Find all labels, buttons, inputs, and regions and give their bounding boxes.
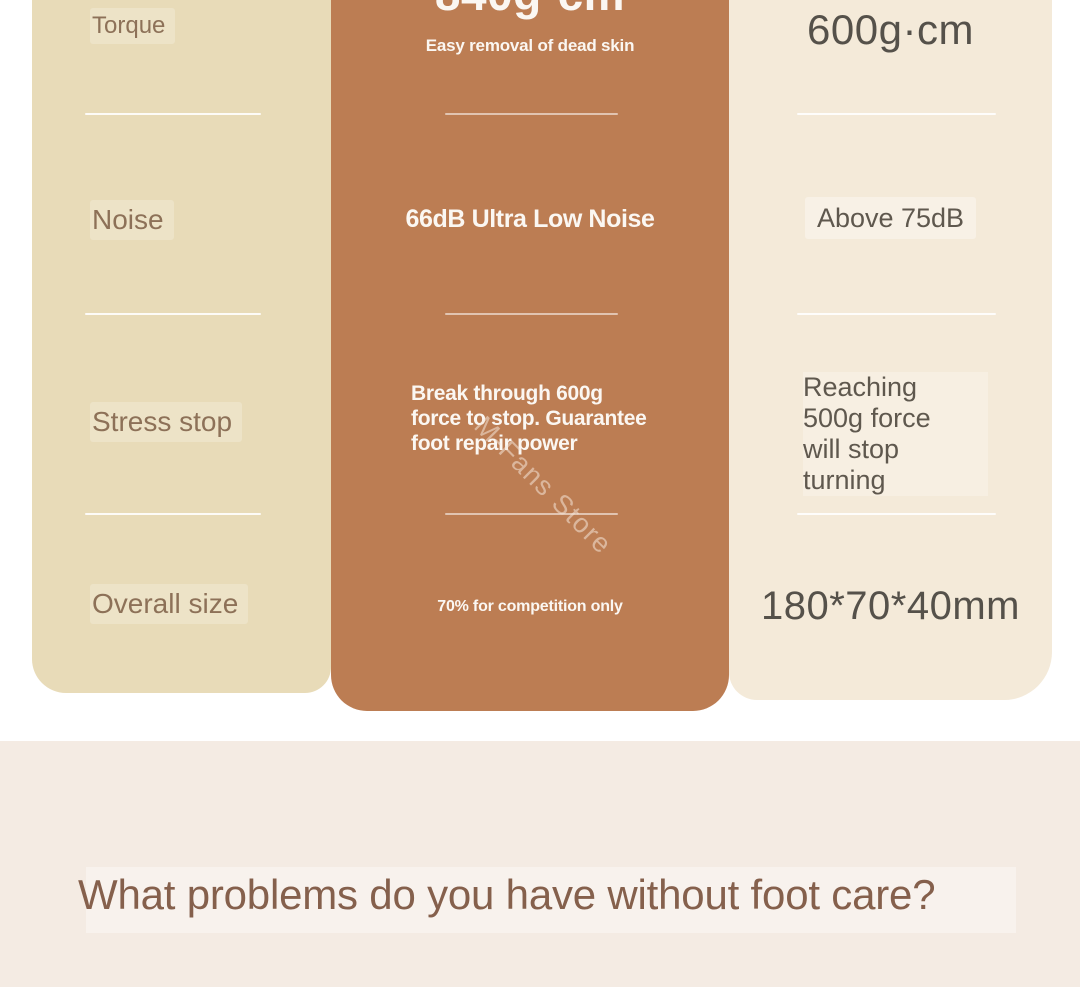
- competitor-torque-value: 600g·cm: [807, 6, 974, 53]
- divider: [797, 513, 996, 515]
- divider: [445, 113, 618, 115]
- competitor-noise-value: Above 75dB: [729, 197, 1052, 239]
- comparison-table: Torque Noise Stress stop Overall size 84…: [32, 0, 1052, 711]
- competitor-stress-line: Reaching: [803, 372, 918, 402]
- product-noise-value: 66dB Ultra Low Noise: [405, 205, 655, 233]
- competitor-stress-stop-value: Reaching 500g force will stop turning: [803, 372, 988, 496]
- divider: [445, 513, 618, 515]
- feature-label-stress-stop: Stress stop: [90, 402, 243, 442]
- divider: [797, 313, 996, 315]
- divider: [85, 113, 261, 115]
- product-torque-note: Easy removal of dead skin: [425, 36, 635, 55]
- divider: [85, 313, 261, 315]
- product-column: 840g·cm Easy removal of dead skin 66dB U…: [331, 0, 729, 711]
- feature-label-noise: Noise: [90, 200, 174, 240]
- divider: [797, 113, 996, 115]
- divider: [445, 313, 618, 315]
- section-heading: What problems do you have without foot c…: [78, 871, 936, 918]
- heading-highlight-band: [86, 867, 1016, 933]
- product-torque-value: 840g·cm: [331, 0, 729, 19]
- competitor-noise-text: Above 75dB: [804, 197, 977, 239]
- competitor-column: 600g·cm Above 75dB Reaching 500g force w…: [729, 0, 1052, 700]
- competitor-stress-line: turning: [803, 465, 886, 495]
- feature-column: Torque Noise Stress stop Overall size: [32, 0, 331, 693]
- product-stress-line: Break through 600g: [411, 382, 603, 405]
- feature-label-overall-size: Overall size: [90, 584, 249, 624]
- competitor-stress-line: will stop: [803, 434, 900, 464]
- competitor-size-value: 180*70*40mm: [761, 584, 1020, 628]
- feature-label-torque: Torque: [90, 8, 176, 44]
- product-stress-line: foot repair power: [411, 432, 578, 455]
- competitor-stress-line: 500g force: [803, 403, 931, 433]
- product-stress-line: force to stop. Guarantee: [411, 407, 647, 430]
- divider: [85, 513, 261, 515]
- product-stress-stop-value: Break through 600g force to stop. Guaran…: [411, 381, 671, 456]
- product-size-value: 70% for competition only: [437, 598, 623, 615]
- foot-care-problems-section: What problems do you have without foot c…: [0, 741, 1080, 987]
